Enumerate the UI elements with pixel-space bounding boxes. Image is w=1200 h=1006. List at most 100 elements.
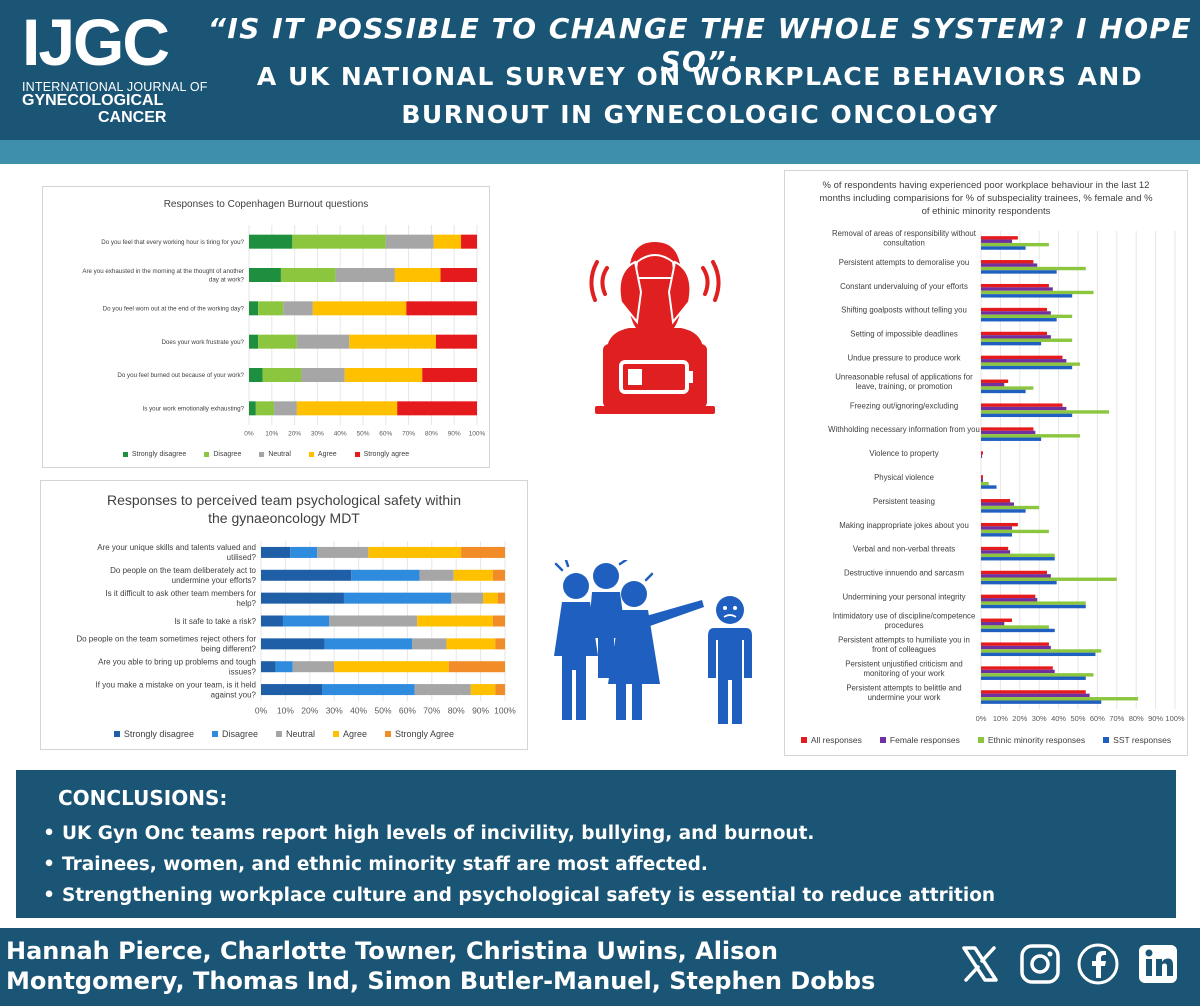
bar-segment (296, 401, 398, 416)
category-label: Physical violence (874, 473, 934, 482)
bar-segment (394, 268, 441, 282)
category-label: Setting of impossible deadlines (850, 330, 958, 339)
list-item: • Trainees, women, and ethnic minority st… (36, 849, 995, 880)
bar-segment (249, 234, 293, 249)
legend-swatch (259, 452, 265, 457)
bar (981, 526, 1013, 530)
x-tick-label: 20% (301, 706, 318, 716)
x-tick-label: 50% (374, 706, 391, 716)
bar (981, 669, 1055, 674)
bar-segment (448, 661, 505, 673)
chart-title: % of respondents having experienced poor… (819, 180, 1153, 217)
bar-segment (258, 301, 284, 316)
bar-segment (249, 334, 259, 349)
legend-swatch (879, 737, 886, 743)
legend-swatch (977, 737, 984, 743)
category-label: being different? (201, 645, 257, 654)
bar-segment (258, 334, 297, 349)
x-tick-label: 0% (244, 431, 254, 438)
x-tick-label: 40% (334, 431, 347, 438)
bar-segment (397, 401, 477, 416)
chart-plot: 0% 10% 20% 30% 40% 50% 60% 70% 80% 90% 100% Do you … (82, 225, 486, 438)
bar (981, 574, 1051, 578)
bar-segment (351, 569, 420, 581)
legend-label: Disagree (213, 451, 242, 458)
x-tick-label: 80% (1129, 714, 1144, 723)
category-label: undermine your work (868, 693, 941, 702)
bar (981, 246, 1026, 250)
bar-segment (261, 592, 344, 604)
conclusions-heading: CONCLUSIONS: (58, 786, 228, 810)
bar-segment (335, 268, 395, 282)
linkedin-icon[interactable] (1136, 942, 1180, 986)
bar-segment (343, 592, 452, 604)
legend-item: Disagree (204, 451, 241, 458)
bar-segment (344, 368, 423, 382)
journal-logo-subtitle: CANCER (98, 109, 167, 126)
legend-item: Female responses (879, 735, 960, 745)
bar (981, 645, 1051, 650)
category-label: procedures (884, 621, 923, 630)
legend-swatch (800, 737, 807, 743)
bar (981, 509, 1026, 513)
bar (981, 529, 1049, 534)
bullying-group-pointing-icon (554, 560, 752, 724)
category-label: Persistent attempts to demoralise you (839, 258, 969, 267)
bar-segment (261, 684, 322, 696)
legend-swatch (1103, 737, 1110, 743)
author-list: Hannah Pierce, Charlotte Towner, Christi… (6, 936, 875, 996)
legend-label: Strongly Agree (395, 729, 455, 739)
bar (981, 287, 1053, 291)
category-label: consultation (883, 239, 925, 248)
bar (981, 522, 1018, 527)
legend-swatch (204, 452, 210, 457)
list-item: • UK Gyn Onc teams report high levels of … (36, 818, 995, 849)
bar (981, 580, 1057, 585)
bar-segment (453, 569, 493, 581)
chart-workplace-behaviour: % of respondents having experienced poor… (784, 170, 1188, 756)
bar-segment (255, 401, 275, 416)
bar (981, 283, 1049, 288)
bar (981, 676, 1086, 680)
chart-plot: 0% 10% 20% 30% 40% 50% 60% 70% 80% 90% 100% Removal… (828, 229, 1185, 723)
bar (981, 601, 1086, 605)
bar (981, 642, 1049, 646)
legend-item: Neutral (259, 451, 291, 458)
burnout-person-laptop-icon (589, 242, 721, 414)
bar (981, 413, 1073, 418)
x-tick-label: 20% (288, 431, 301, 438)
bullet: • (43, 885, 55, 906)
category-label: Undue pressure to produce work (847, 353, 960, 362)
bar (981, 290, 1094, 295)
bar (981, 362, 1080, 366)
x-twitter-icon[interactable] (958, 942, 1002, 986)
x-tick-label: 10% (265, 431, 278, 438)
bar (981, 359, 1067, 363)
bar-segment (329, 615, 418, 627)
x-tick-label: 30% (326, 706, 343, 716)
facebook-icon[interactable] (1076, 942, 1120, 986)
bar-segment (312, 301, 407, 316)
bar-segment (261, 569, 352, 581)
bar-segment (282, 615, 330, 627)
bar-segment (292, 661, 335, 673)
bar-segment (497, 592, 505, 604)
bar (981, 403, 1063, 407)
category-label: Is your work emotionally exhausting? (143, 406, 245, 413)
category-label: issues? (229, 668, 257, 677)
legend-label: Strongly disagree (131, 451, 187, 458)
instagram-icon[interactable] (1018, 942, 1062, 986)
legend-item: Ethnic minority responses (977, 735, 1086, 745)
legend-label: Ethnic minority responses (987, 735, 1086, 745)
footer-banner: Hannah Pierce, Charlotte Towner, Christi… (0, 928, 1200, 1006)
x-tick-label: 30% (1032, 714, 1047, 723)
chart-title: Responses to Copenhagen Burnout question… (163, 199, 369, 210)
legend-swatch (122, 452, 128, 457)
header-banner: IJGC INTERNATIONAL JOURNAL OF GYNECOLOGI… (0, 0, 1200, 140)
chart-legend: Strongly disagree Disagree Neutral Agree Str… (41, 729, 527, 739)
chart-legend: All responses Female responses Ethnic mino… (785, 735, 1187, 745)
bar (981, 307, 1047, 312)
bar-segment (483, 592, 498, 604)
category-label: Withholding necessary information from y… (828, 425, 980, 434)
bar (981, 621, 1005, 626)
